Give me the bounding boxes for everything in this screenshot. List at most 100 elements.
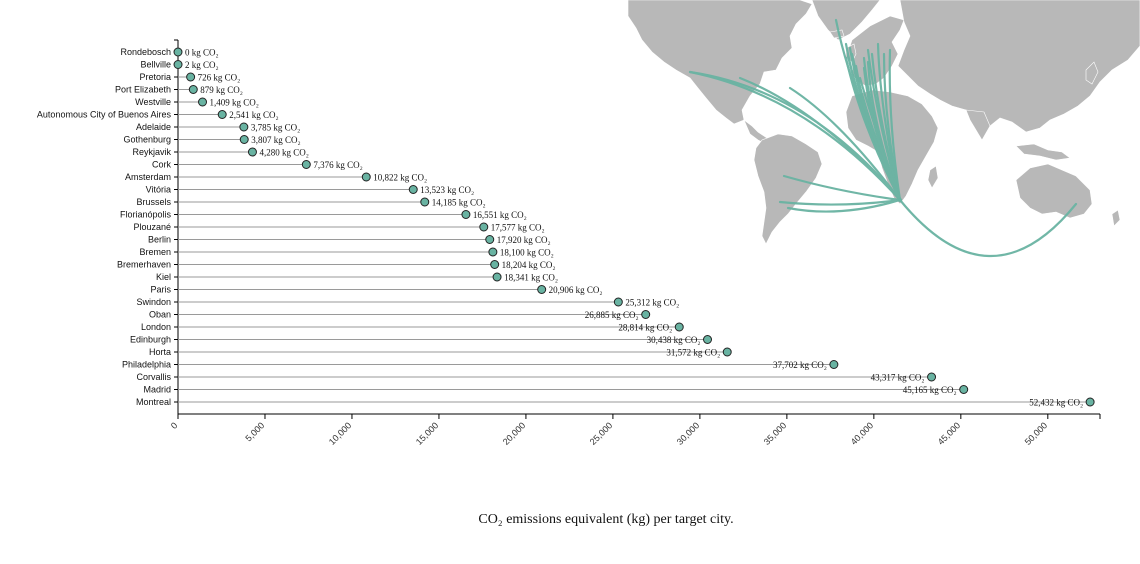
category-label: Kiel: [156, 272, 171, 282]
lollipop-dot: [703, 335, 713, 344]
value-label: 0 kg CO₂: [185, 48, 219, 58]
x-tick-label: 30,000: [675, 420, 702, 447]
lollipop-dot: [722, 347, 732, 357]
category-label: Corvallis: [136, 372, 171, 382]
value-label: 25,312 kg CO₂: [625, 298, 679, 308]
lollipop-dot: [490, 260, 500, 269]
value-label: 879 kg CO₂: [200, 85, 243, 95]
lollipop-dot: [217, 110, 227, 119]
value-label: 17,577 kg CO₂: [491, 223, 545, 233]
value-label: 30,438 kg CO₂: [647, 335, 701, 345]
route-line-bremerhaven: [866, 48, 902, 202]
lollipop-dot: [188, 85, 198, 94]
lollipop-dot: [959, 385, 969, 394]
category-label: Bremen: [139, 247, 171, 257]
category-label: Swindon: [136, 297, 171, 307]
category-label: Madrid: [143, 385, 171, 395]
lollipop-dot: [247, 147, 257, 157]
lollipop-dot: [239, 122, 249, 132]
lollipop-dot: [198, 97, 208, 107]
lollipop-dot: [613, 297, 623, 307]
route-line-florianopolis: [778, 198, 902, 206]
category-label: Brussels: [136, 197, 171, 207]
category-label: Florianópolis: [120, 210, 172, 220]
value-label: 43,317 kg CO₂: [871, 373, 925, 383]
value-label: 28,814 kg CO₂: [618, 323, 672, 333]
route-line-vitoria: [782, 174, 902, 202]
indonesia-landmass: [1015, 143, 1071, 161]
category-label: Paris: [150, 285, 171, 295]
x-tick-label: 5,000: [243, 420, 266, 443]
category-label: Westville: [135, 97, 171, 107]
value-label: 18,341 kg CO₂: [504, 273, 558, 283]
lollipop-dot: [537, 285, 547, 294]
category-label: Philadelphia: [122, 360, 171, 370]
lollipop-dot: [461, 210, 471, 219]
x-tick-label: 40,000: [849, 420, 876, 447]
value-label: 18,204 kg CO₂: [502, 260, 556, 270]
lollipop-dot: [488, 247, 498, 257]
category-label: Rondebosch: [120, 47, 171, 57]
category-label: Horta: [149, 347, 171, 357]
value-label: 726 kg CO₂: [198, 73, 241, 83]
category-label: Reykjavik: [132, 147, 171, 157]
value-label: 26,885 kg CO₂: [585, 310, 639, 320]
greenland-landmass: [811, 0, 881, 41]
lollipop-dot: [173, 60, 183, 69]
origin-city-dot: [898, 198, 902, 202]
category-label: Plouzané: [133, 222, 171, 232]
x-tick-label: 25,000: [588, 420, 615, 447]
category-label: Port Elizabeth: [115, 85, 171, 95]
value-label: 16,551 kg CO₂: [473, 210, 527, 220]
category-label: Berlin: [148, 235, 171, 245]
route-line-horta: [788, 86, 902, 202]
lollipop-dot: [674, 322, 684, 332]
x-tick-label: 15,000: [414, 420, 441, 447]
value-label: 3,785 kg CO₂: [251, 123, 300, 133]
route-line-cork: [844, 56, 902, 202]
category-label: Cork: [152, 160, 172, 170]
lollipop-dot: [492, 272, 502, 282]
lollipop-dot: [1085, 397, 1095, 407]
x-tick-label: 45,000: [936, 420, 963, 447]
x-tick-label: 0: [169, 420, 180, 431]
category-label: Oban: [149, 310, 171, 320]
lollipop-dot: [173, 47, 183, 57]
madagascar-landmass: [927, 165, 939, 189]
category-label: Autonomous City of Buenos Aires: [37, 110, 172, 120]
chart-caption: CO₂ emissions equivalent (kg) per target…: [478, 512, 734, 527]
category-label: Pretoria: [139, 72, 171, 82]
category-label: Adelaide: [136, 122, 171, 132]
lollipop-dot: [361, 172, 371, 182]
lollipop-dot: [927, 372, 937, 382]
lollipop-dot: [420, 197, 430, 207]
lollipop-dot: [641, 310, 651, 319]
value-label: 13,523 kg CO₂: [420, 185, 474, 195]
value-label: 31,572 kg CO₂: [666, 348, 720, 358]
category-label: Edinburgh: [130, 335, 171, 345]
value-label: 45,165 kg CO₂: [903, 385, 957, 395]
category-label: Gothenburg: [123, 135, 171, 145]
value-label: 18,100 kg CO₂: [500, 248, 554, 258]
value-label: 10,822 kg CO₂: [373, 173, 427, 183]
category-label: London: [141, 322, 171, 332]
lollipop-dot: [829, 360, 839, 369]
x-tick-label: 20,000: [501, 420, 528, 447]
value-label: 20,906 kg CO₂: [549, 285, 603, 295]
value-label: 2,541 kg CO₂: [229, 110, 278, 120]
route-line-corvallis: [688, 70, 902, 202]
x-tick-label: 10,000: [327, 420, 354, 447]
value-label: 3,807 kg CO₂: [251, 135, 300, 145]
asia-landmass: [897, 0, 1140, 133]
value-label: 1,409 kg CO₂: [210, 98, 259, 108]
value-label: 37,702 kg CO₂: [773, 360, 827, 370]
route-line-buenos-aires: [786, 198, 902, 213]
lollipop-dot: [301, 160, 311, 169]
australia-landmass: [1015, 163, 1093, 219]
category-label: Vitória: [146, 185, 171, 195]
india-landmass: [965, 109, 991, 141]
value-label: 17,920 kg CO₂: [497, 235, 551, 245]
x-tick-label: 35,000: [762, 420, 789, 447]
category-label: Montreal: [136, 397, 171, 407]
